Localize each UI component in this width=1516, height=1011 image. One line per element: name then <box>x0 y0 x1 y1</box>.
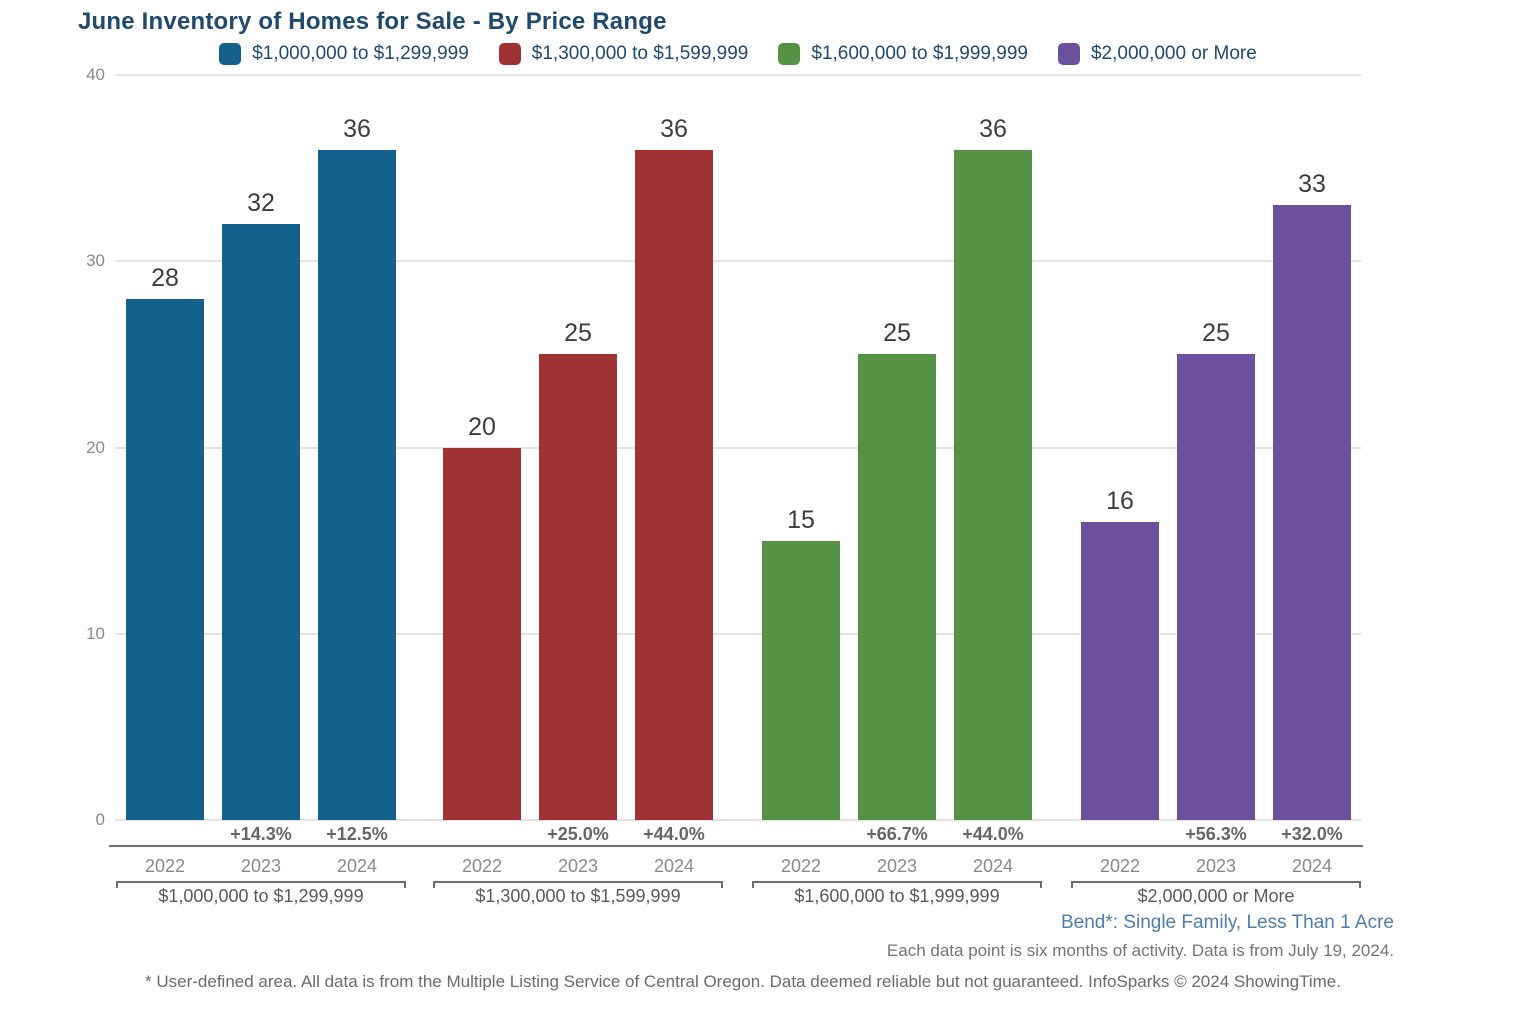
bar <box>635 149 713 820</box>
bar-value-label: 20 <box>468 412 496 441</box>
disclaimer: * User-defined area. All data is from th… <box>145 972 1341 991</box>
bar <box>762 540 840 820</box>
year-label: 2023 <box>1195 856 1237 876</box>
bar-value-label: 36 <box>979 114 1007 143</box>
gridline <box>115 260 1361 263</box>
group-bracket <box>1071 881 1361 888</box>
area-label: Bend*: Single Family, Less Than 1 Acre <box>1060 912 1394 933</box>
bar <box>539 354 617 820</box>
legend-label: $1,000,000 to $1,299,999 <box>252 43 469 64</box>
chart-title: June Inventory of Homes for Sale - By Pr… <box>78 8 667 35</box>
group-bracket <box>116 881 406 888</box>
pct-change-label: +44.0% <box>643 824 705 844</box>
bar-value-label: 15 <box>787 505 815 534</box>
y-tick-label: 40 <box>86 65 105 84</box>
year-label: 2022 <box>144 856 186 876</box>
year-label: 2022 <box>780 856 822 876</box>
year-label: 2024 <box>1291 856 1333 876</box>
group-bracket <box>752 881 1042 888</box>
legend-label: $2,000,000 or More <box>1090 43 1257 64</box>
group-range-label: $1,300,000 to $1,599,999 <box>475 886 681 906</box>
bar-group: 28 32 36 <box>126 75 396 820</box>
bar <box>126 298 204 820</box>
legend-label: $1,600,000 to $1,999,999 <box>811 43 1028 64</box>
gridline <box>115 446 1361 449</box>
data-note: Each data point is six months of activit… <box>886 941 1394 960</box>
gridline <box>115 819 1361 821</box>
gridline <box>115 632 1361 635</box>
bar-group: 20 25 36 <box>443 75 713 820</box>
plot-area: 28 32 36 20 25 36 15 25 36 16 25 33 <box>115 74 1361 821</box>
legend-item: $1,000,000 to $1,299,999 <box>219 43 469 65</box>
legend-swatch-icon <box>1057 43 1080 65</box>
y-tick-label: 10 <box>86 623 105 643</box>
legend-item: $1,600,000 to $1,999,999 <box>778 43 1028 65</box>
pct-change-label: +12.5% <box>326 824 388 844</box>
bar-value-label: 28 <box>151 263 179 292</box>
y-tick-label: 0 <box>95 810 105 829</box>
bar <box>954 149 1032 820</box>
legend-item: $2,000,000 or More <box>1057 43 1257 65</box>
year-label: 2022 <box>1099 856 1141 876</box>
bar-value-label: 25 <box>564 319 592 348</box>
year-label: 2023 <box>240 856 282 876</box>
legend-swatch-icon <box>219 43 242 65</box>
bar <box>222 224 300 820</box>
year-label: 2024 <box>336 856 378 876</box>
year-label: 2022 <box>461 856 503 876</box>
x-axis-area: 2022 +14.3% 2023 +12.5% 2024 $1,000,000 to $1… <box>109 820 1363 920</box>
year-label: 2024 <box>653 856 695 876</box>
group-range-label: $1,000,000 to $1,299,999 <box>158 886 364 906</box>
group-bracket <box>433 881 723 888</box>
legend-item: $1,300,000 to $1,599,999 <box>498 43 749 65</box>
year-label: 2023 <box>876 856 918 876</box>
pct-change-label: +56.3% <box>1185 824 1247 844</box>
bar-value-label: 25 <box>1202 319 1230 348</box>
bar <box>1273 205 1351 820</box>
bar <box>1081 522 1159 820</box>
bar <box>318 149 396 820</box>
bar-value-label: 36 <box>660 114 688 143</box>
bar <box>858 354 936 820</box>
pct-change-label: +25.0% <box>547 824 609 844</box>
group-range-label: $1,600,000 to $1,999,999 <box>794 886 1000 906</box>
legend-swatch-icon <box>498 43 521 65</box>
year-label: 2023 <box>557 856 599 876</box>
pct-change-label: +32.0% <box>1281 824 1343 844</box>
group-range-label: $2,000,000 or More <box>1137 886 1295 906</box>
y-tick-label: 20 <box>86 437 105 457</box>
y-tick-label: 30 <box>86 251 105 271</box>
bar-value-label: 16 <box>1106 487 1134 515</box>
bar <box>443 447 521 820</box>
pct-change-label: +66.7% <box>866 824 928 844</box>
bar-value-label: 36 <box>343 114 371 143</box>
y-axis-labels: 0 10 20 30 40 <box>55 65 105 829</box>
bar-value-label: 32 <box>247 189 275 217</box>
bar-group: 16 25 33 <box>1081 75 1351 820</box>
year-label: 2024 <box>972 856 1014 876</box>
bar-value-label: 33 <box>1298 170 1326 199</box>
pct-change-label: +44.0% <box>962 824 1024 844</box>
bar <box>1177 354 1255 820</box>
pct-change-label: +14.3% <box>230 824 292 844</box>
gridline <box>115 74 1361 76</box>
bar-group: 15 25 36 <box>762 75 1032 820</box>
legend-swatch-icon <box>778 43 801 65</box>
axis-separator-line <box>109 845 1363 847</box>
bar-value-label: 25 <box>883 319 911 348</box>
legend-label: $1,300,000 to $1,599,999 <box>531 43 749 64</box>
chart-legend: $1,000,000 to $1,299,999 $1,300,000 to $1… <box>115 41 1361 67</box>
